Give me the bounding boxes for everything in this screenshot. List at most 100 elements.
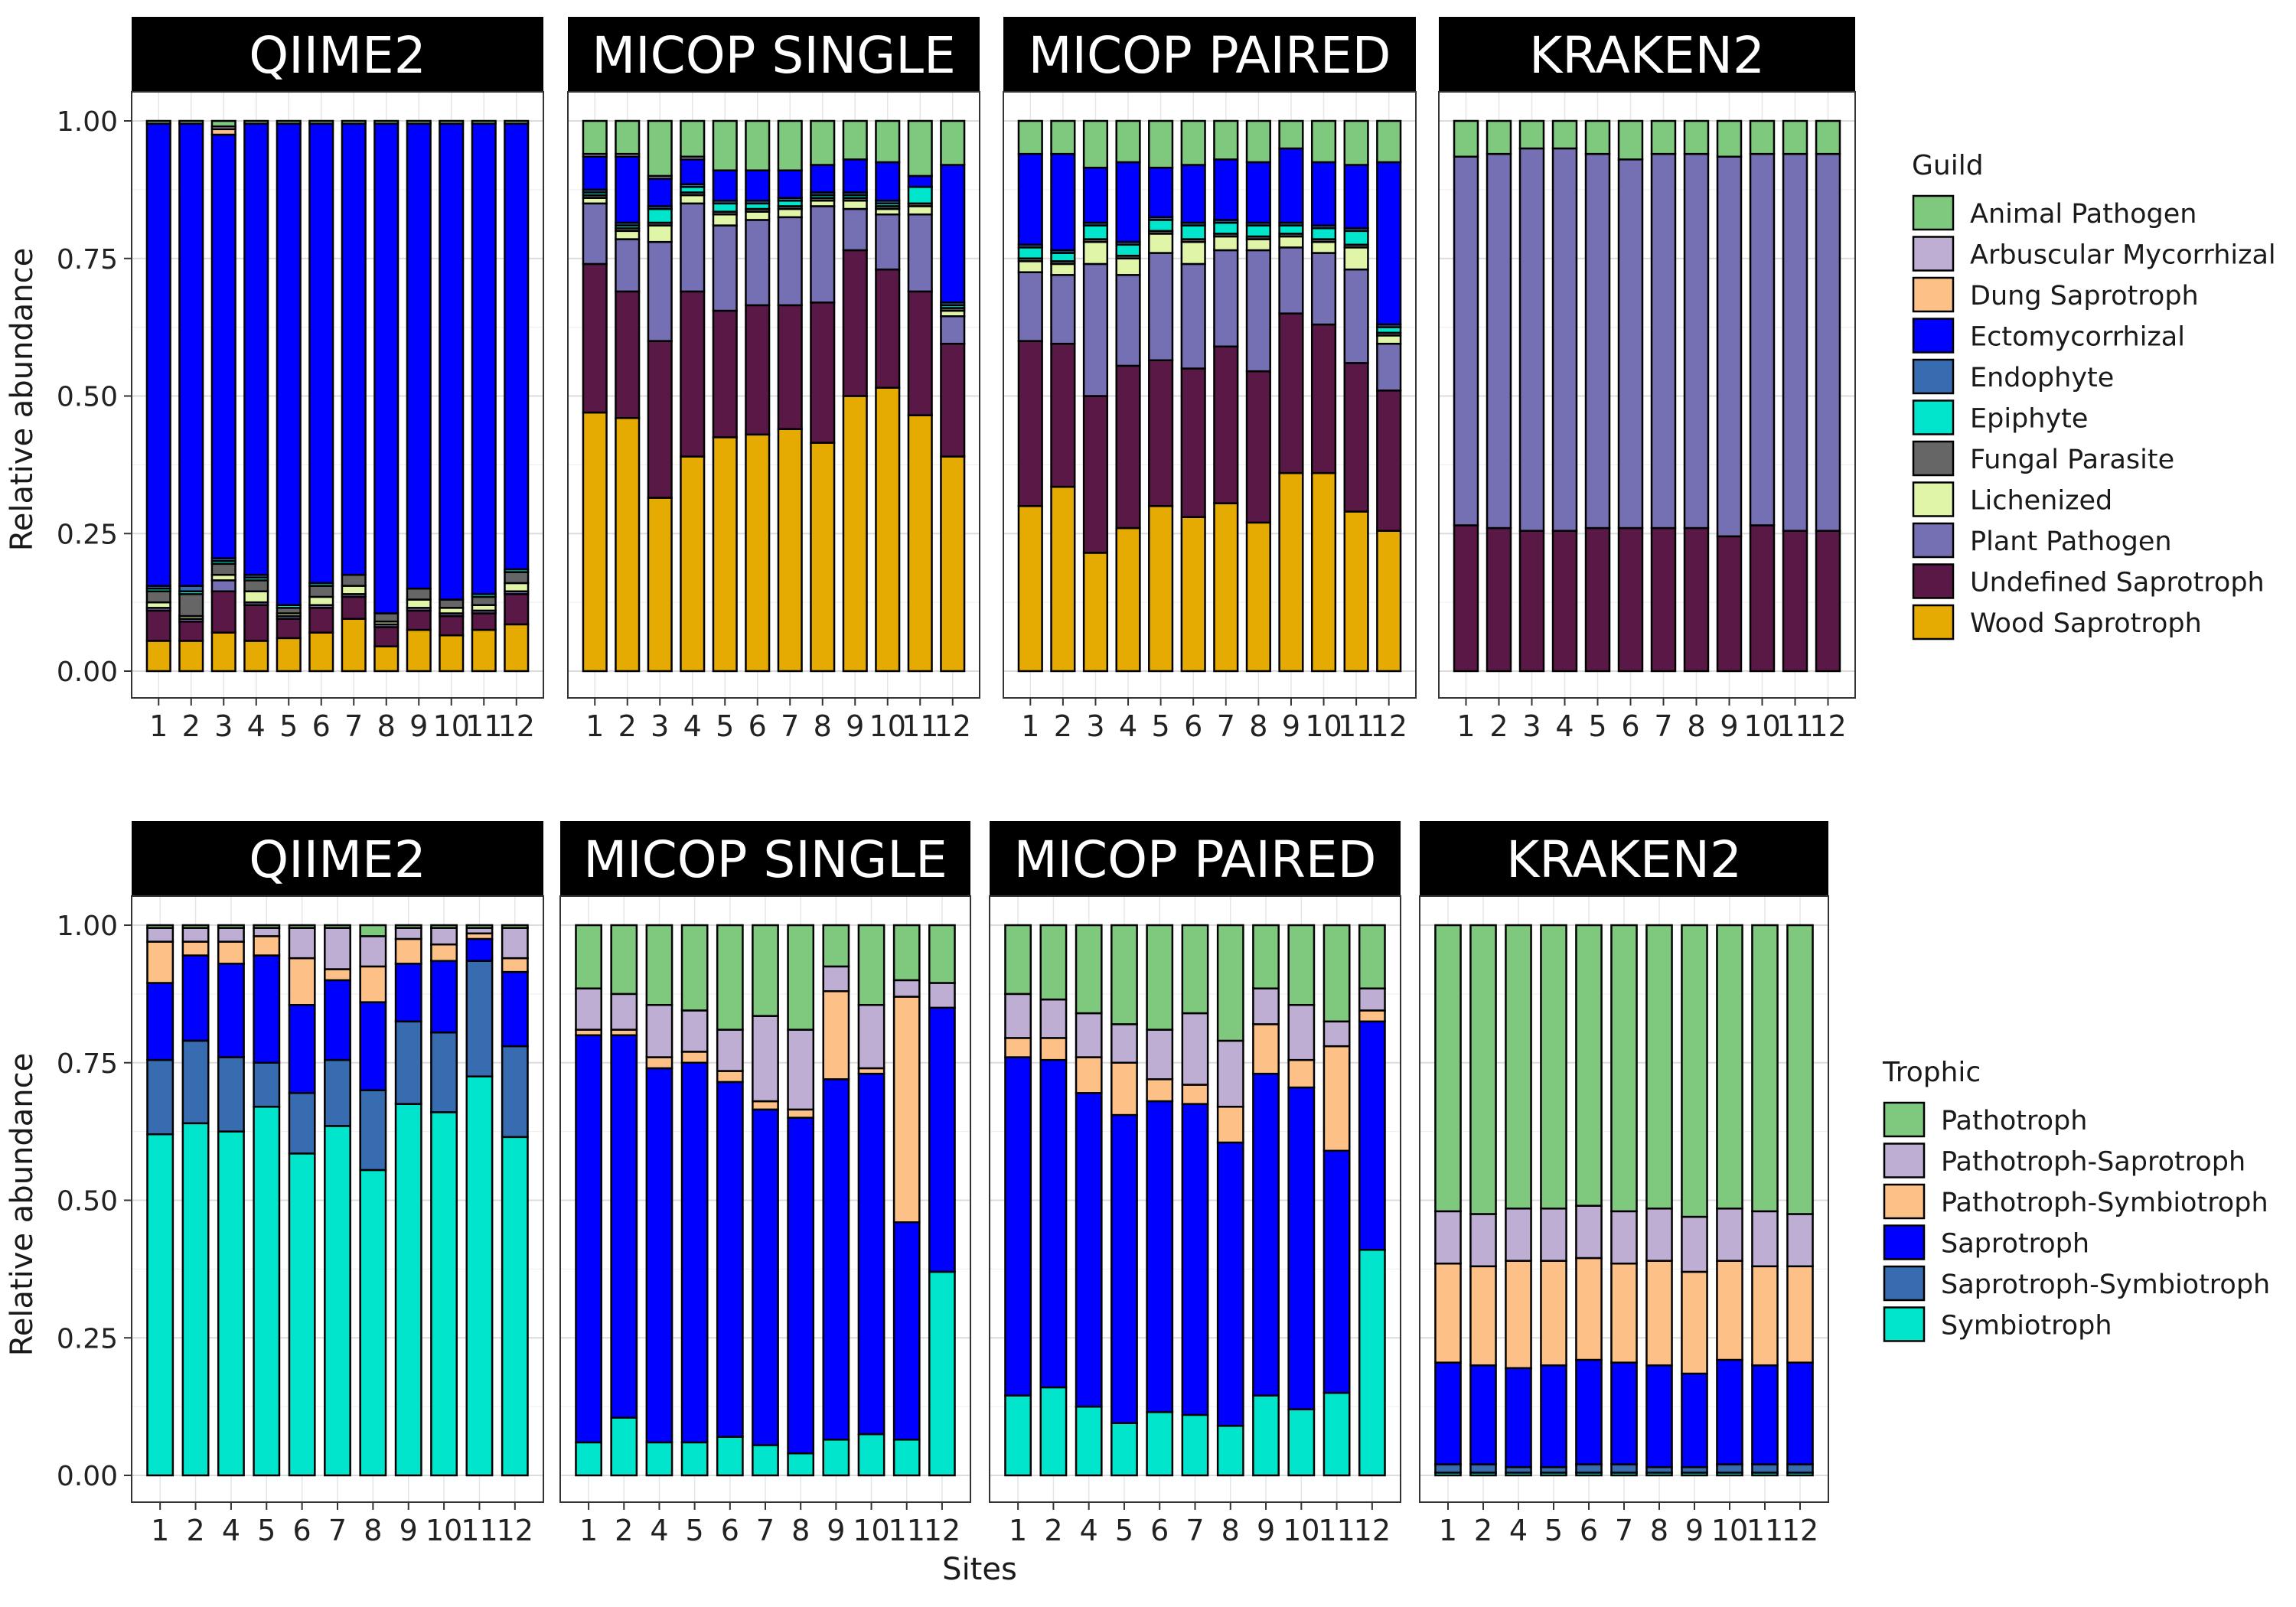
bar-segment-pathotroph [465, 924, 494, 929]
bar-segment-ectomycorrhizal [1376, 161, 1402, 326]
bar-segment-undefined-saprotroph [145, 609, 171, 642]
bar-segment-pathotroph-symbiotroph [1287, 1058, 1316, 1089]
x-tick-label: 4 [222, 1514, 240, 1547]
y-axis-label-top: Relative abundance [5, 248, 40, 551]
legend-swatch [1912, 563, 1955, 599]
bar-segment-plant-pathogen [1617, 158, 1644, 530]
legend-swatch [1883, 1143, 1926, 1178]
bar-segment-pathotroph-saprotroph [288, 927, 316, 960]
bar-segment-lichenized [1115, 257, 1141, 276]
x-tick-label: 10 [1711, 1514, 1748, 1547]
bar-segment-saprotroph [1075, 1092, 1103, 1408]
stacked-bar-site-4 [1505, 924, 1532, 1477]
x-tick-label: 1 [149, 709, 168, 743]
bar-segment-pathotroph-symbiotroph [217, 940, 245, 965]
x-tick-label: 9 [1720, 709, 1738, 743]
legend-item: Pathotroph-Saprotroph [1883, 1143, 2245, 1178]
bar-segment-pathotroph-saprotroph [645, 1004, 673, 1058]
x-tick-label: 11 [1338, 709, 1375, 743]
bar-segment-pathotroph [1716, 924, 1743, 1210]
legend-label: Lichenized [1970, 486, 2112, 517]
bar-segment-pathotroph-saprotroph [1505, 1208, 1532, 1262]
bar-segment-pathotroph-symbiotroph [181, 940, 210, 957]
bar-segment-pathotroph-saprotroph [1575, 1204, 1603, 1260]
bar-segment-symbiotroph [1110, 1422, 1138, 1477]
bar-segment-pathotroph-symbiotroph [1505, 1260, 1532, 1370]
bar-segment-pathotroph-symbiotroph [253, 935, 281, 957]
bar-segment-saprotroph [253, 954, 281, 1064]
bar-segment-pathotroph [1252, 924, 1280, 989]
bar-segment-pathotroph [1004, 924, 1032, 996]
bar-segment-lichenized [1180, 240, 1206, 266]
bar-segment-symbiotroph [645, 1441, 673, 1477]
bar-segment-ectomycorrhizal [439, 122, 465, 601]
bar-segment-animal-pathogen [1213, 119, 1239, 161]
bar-segment-saprotroph [1645, 1364, 1673, 1468]
bar-segment-saprotroph [1540, 1364, 1567, 1468]
bar-segment-animal-pathogen [1376, 119, 1402, 164]
stacked-bar-site-6 [1180, 119, 1206, 673]
stacked-bar-site-6 [716, 924, 744, 1477]
bar-segment-pathotroph [1610, 924, 1638, 1213]
x-tick-label: 10 [1305, 709, 1342, 743]
bar-segment-undefined-saprotroph [1050, 342, 1076, 488]
legend-label: Endophyte [1970, 363, 2114, 393]
bar-segment-animal-pathogen [471, 119, 497, 125]
bar-segment-fungal-parasite [308, 585, 334, 598]
bar-segment-pathotroph-symbiotroph [1004, 1037, 1032, 1058]
stacked-bar-site-4 [645, 924, 673, 1477]
stacked-bar-site-10 [439, 119, 465, 673]
bar-segment-pathotroph [787, 924, 815, 1031]
bar-segment-pathotroph [716, 924, 744, 1031]
bar-segment-lichenized [842, 200, 868, 210]
stacked-bar-site-2 [181, 924, 210, 1477]
x-tick-label: 3 [1522, 709, 1541, 743]
stacked-bar-site-5 [253, 924, 281, 1477]
legend-swatch [1912, 481, 1955, 517]
bar-segment-animal-pathogen [1584, 119, 1611, 155]
bar-segment-pathotroph [324, 924, 351, 929]
bar-segment-animal-pathogen [1551, 119, 1578, 150]
stacked-bar-site-4 [243, 119, 269, 673]
bar-segment-lichenized [1376, 334, 1402, 345]
legend-label: Symbiotroph [1941, 1311, 2112, 1341]
bar-segment-saprotroph [359, 1001, 387, 1091]
bar-segment-undefined-saprotroph [406, 609, 432, 631]
bar-segment-plant-pathogen [1180, 262, 1206, 370]
bar-segment-undefined-saprotroph [1716, 535, 1743, 673]
bar-segment-saprotroph [430, 960, 458, 1034]
bar-segment-ectomycorrhizal [712, 169, 738, 202]
stacked-bar-site-9 [1252, 924, 1280, 1477]
legend-item: Epiphyte [1912, 399, 2088, 435]
bar-segment-wood-saprotroph [471, 628, 497, 673]
bar-segment-undefined-saprotroph [1453, 524, 1479, 673]
bar-segment-undefined-saprotroph [1650, 526, 1677, 673]
bar-segment-symbiotroph [1181, 1413, 1209, 1477]
legend-item: Animal Pathogen [1912, 194, 2197, 231]
bar-segment-lichenized [1278, 235, 1304, 249]
y-tick-label: 0.00 [57, 1461, 118, 1492]
bar-segment-animal-pathogen [1518, 119, 1545, 150]
stacked-bar-site-1 [1004, 924, 1032, 1477]
bar-segment-epiphyte [1050, 252, 1076, 262]
bar-segment-wood-saprotroph [745, 433, 771, 673]
stacked-bar-site-9 [822, 924, 850, 1477]
bar-segment-animal-pathogen [1815, 119, 1841, 155]
bar-segment-pathotroph [359, 924, 387, 937]
bar-segment-pathotroph-saprotroph [1110, 1023, 1138, 1064]
bar-segment-pathotroph-saprotroph [430, 927, 458, 946]
x-tick-label: 9 [1257, 1514, 1275, 1547]
bar-segment-epiphyte [1082, 224, 1109, 240]
bar-segment-ectomycorrhizal [276, 122, 302, 606]
plot-frame [1438, 91, 1856, 699]
plot-frame [559, 895, 971, 1503]
bar-segment-ectomycorrhizal [615, 155, 641, 224]
bar-segment-pathotroph-symbiotroph [822, 990, 850, 1081]
bar-segment-saprotroph-symbiotroph [1610, 1463, 1638, 1474]
plot-frame [1419, 895, 1829, 1503]
bar-segment-saprotroph [787, 1116, 815, 1455]
x-tick-label: 8 [791, 1514, 810, 1547]
bar-segment-ectomycorrhizal [406, 122, 432, 590]
